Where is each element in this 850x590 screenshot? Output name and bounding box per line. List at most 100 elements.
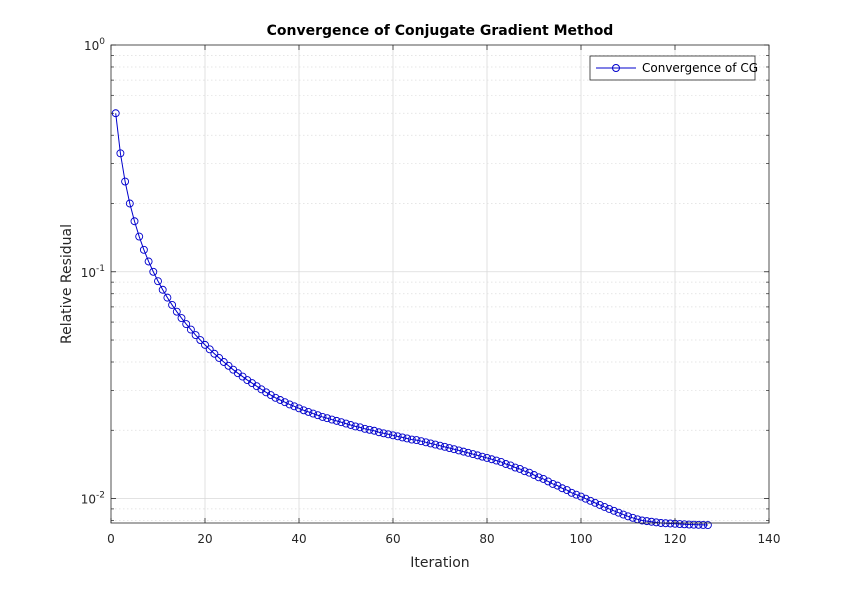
data-point — [412, 436, 421, 445]
data-point — [445, 444, 454, 452]
data-point — [638, 516, 647, 525]
data-point — [121, 177, 130, 186]
x-tick-label: 60 — [385, 532, 400, 546]
x-tick-label: 140 — [758, 532, 781, 546]
data-point — [407, 435, 416, 444]
data-point — [600, 503, 609, 511]
data-point — [680, 520, 689, 529]
y-tick-exponent: -1 — [96, 264, 105, 274]
data-point — [125, 199, 134, 208]
data-point — [652, 518, 661, 527]
data-point — [398, 433, 407, 442]
y-axis-label: Relative Residual — [59, 224, 75, 344]
data-point — [436, 441, 444, 450]
series-line — [115, 113, 708, 526]
x-tick-label: 80 — [479, 532, 494, 546]
data-point — [548, 479, 557, 488]
y-tick-label: 10-2 — [81, 491, 105, 507]
x-tick-label: 0 — [107, 532, 115, 546]
data-point — [332, 416, 341, 425]
data-point — [577, 492, 585, 501]
data-point — [699, 520, 708, 529]
data-point — [280, 398, 289, 407]
data-point — [497, 457, 506, 466]
data-point — [177, 314, 186, 322]
data-point — [130, 217, 139, 226]
data-point — [614, 508, 623, 517]
data-point — [299, 406, 308, 415]
data-point — [215, 353, 224, 362]
x-axis-label: Iteration — [410, 555, 469, 571]
data-point — [290, 402, 299, 411]
data-point — [295, 404, 303, 413]
data-point — [389, 431, 397, 440]
data-point — [506, 461, 515, 470]
data-point — [168, 300, 177, 309]
data-point — [609, 506, 618, 515]
data-point — [393, 432, 402, 441]
data-point — [309, 409, 318, 418]
data-point — [370, 426, 379, 435]
data-point — [191, 331, 200, 339]
y-tick-label: 10-1 — [81, 264, 105, 280]
data-point — [276, 396, 285, 404]
grid — [111, 45, 769, 523]
data-point — [558, 484, 567, 493]
data-point — [464, 448, 473, 457]
data-point — [694, 520, 703, 529]
data-point — [266, 391, 275, 399]
data-point — [605, 504, 614, 513]
data-point — [182, 320, 191, 329]
data-point — [313, 411, 322, 420]
data-point — [403, 434, 412, 443]
data-point — [642, 517, 651, 526]
data-point — [562, 486, 571, 494]
data-point — [351, 422, 360, 431]
data-point — [534, 473, 543, 482]
data-point — [487, 455, 496, 464]
data-point — [365, 425, 374, 434]
y-tick-base: 10 — [84, 39, 99, 53]
chart-title: Convergence of Conjugate Gradient Method — [267, 23, 614, 39]
data-point — [139, 245, 148, 254]
data-point — [515, 465, 524, 473]
data-point — [154, 277, 162, 286]
data-point — [619, 510, 628, 519]
data-point — [459, 447, 468, 456]
data-point — [581, 494, 590, 503]
plot-frame — [110, 44, 770, 524]
data-point — [473, 451, 482, 460]
y-tick-base: 10 — [81, 493, 96, 507]
legend-marker — [612, 64, 620, 72]
data-point — [342, 419, 350, 428]
data-point — [196, 336, 205, 344]
data-point — [318, 412, 327, 421]
data-point — [501, 460, 510, 468]
data-point — [511, 463, 520, 472]
x-tick-label: 100 — [570, 532, 593, 546]
data-point — [450, 445, 459, 454]
data-point — [304, 407, 313, 416]
data-point — [520, 467, 529, 476]
data-point — [703, 521, 712, 529]
data-point — [201, 340, 209, 349]
data-point — [135, 232, 144, 241]
data-point — [374, 428, 383, 437]
data-point — [628, 513, 637, 522]
data-point — [149, 267, 158, 276]
data-point — [440, 442, 449, 451]
data-point — [205, 345, 214, 354]
data-point — [468, 450, 477, 459]
data-point — [586, 496, 595, 505]
data-point — [483, 454, 491, 462]
data-point — [478, 452, 487, 461]
x-tick-label: 120 — [664, 532, 687, 546]
data-point — [689, 520, 698, 529]
data-point — [384, 430, 393, 439]
data-point — [172, 307, 181, 316]
data-point — [360, 424, 369, 433]
data-point — [431, 440, 440, 449]
x-tick-label: 40 — [291, 532, 306, 546]
